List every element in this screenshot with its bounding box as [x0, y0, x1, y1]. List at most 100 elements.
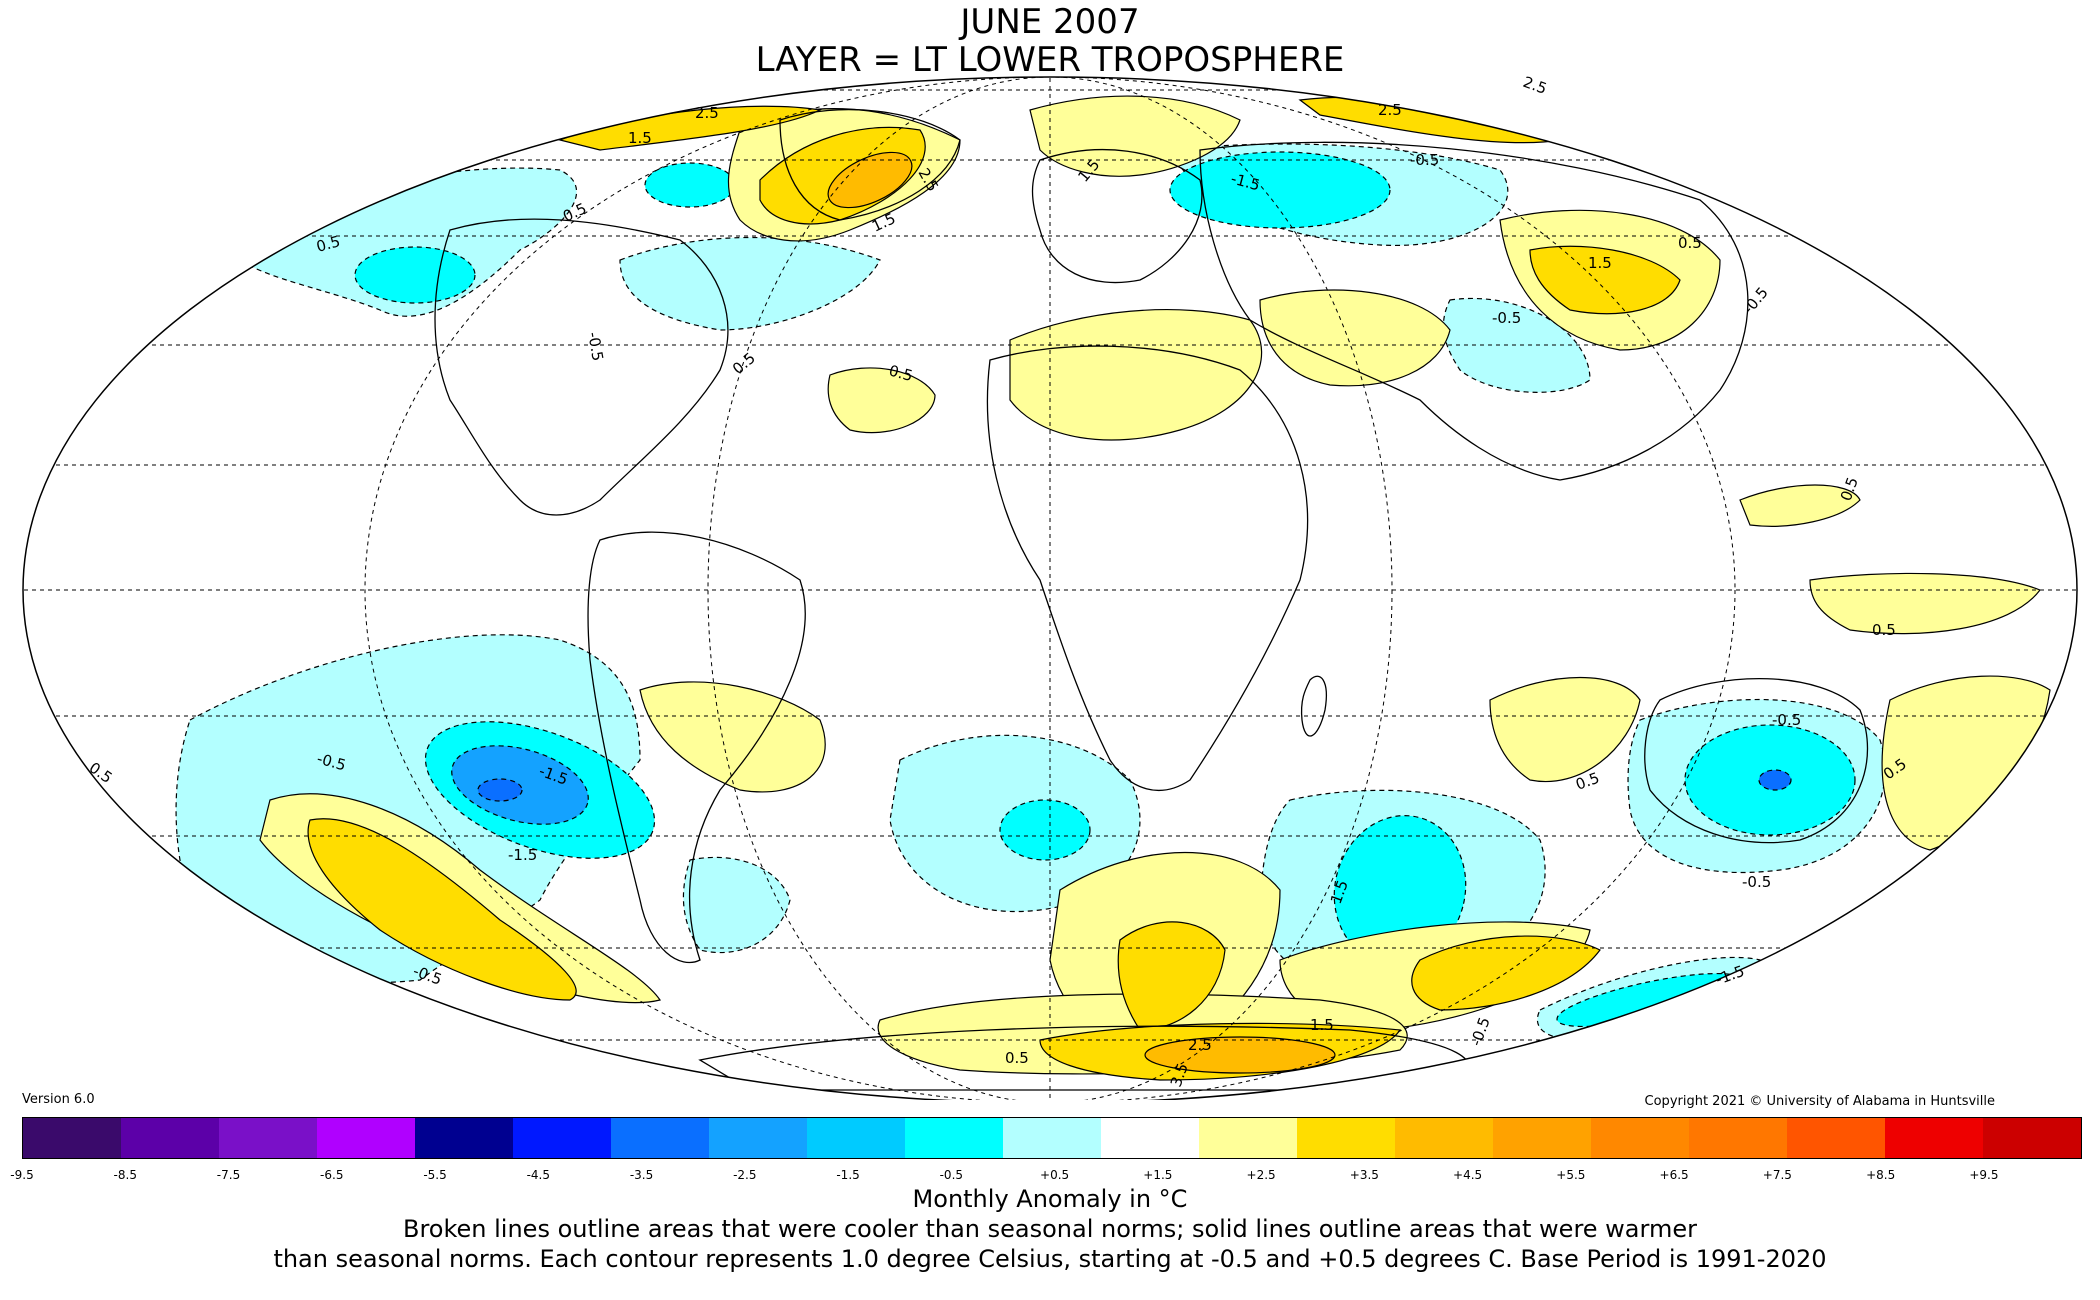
- asia-outline: [1199, 141, 1749, 481]
- contour-label: 0.5: [1005, 1049, 1029, 1067]
- colorbar-segment: [1395, 1118, 1493, 1158]
- cold-core-south-atlantic: [999, 799, 1091, 861]
- colorbar-tick-label: +4.5: [1453, 1168, 1483, 1182]
- map-title: JUNE 2007: [960, 2, 1140, 42]
- contour-label: 0.5: [1678, 234, 1702, 252]
- coldest-core-south-pacific: [477, 778, 523, 802]
- colorbar-tick-label: -5.5: [423, 1168, 447, 1182]
- contour-label: -0.5: [1739, 284, 1772, 318]
- colorbar-segment: [1493, 1118, 1591, 1158]
- contour-label: -0.5: [1772, 711, 1801, 729]
- cool-region-south-pacific: [175, 634, 641, 984]
- warm-region-europe: [1029, 95, 1241, 177]
- africa-outline: [986, 345, 1309, 792]
- contour-label: 2.5: [1378, 101, 1402, 119]
- hot-region-arctic-east: [1298, 96, 1563, 144]
- warm-region-indonesia: [1809, 572, 2041, 635]
- hottest-core-antarctic: [1144, 1036, 1336, 1074]
- contour-label: -0.5: [1467, 1015, 1494, 1049]
- contour-label: 1.5: [1588, 254, 1612, 272]
- colorbar-segment: [1689, 1118, 1787, 1158]
- warm-region-atlantic: [827, 367, 936, 434]
- graticule: [23, 77, 2077, 1100]
- colorbar-segment: [1199, 1118, 1297, 1158]
- colorbar-tick-label: +8.5: [1866, 1168, 1896, 1182]
- colorbar-segment: [1787, 1118, 1885, 1158]
- contour-label: -0.5: [1410, 151, 1439, 169]
- colorbar-tick-label: -1.5: [836, 1168, 860, 1182]
- colorbar-tick-label: -0.5: [939, 1168, 964, 1182]
- colorbar-segment: [513, 1118, 611, 1158]
- globe-outline: [22, 76, 2078, 1100]
- copyright-label: Copyright 2021 © University of Alabama i…: [1644, 1094, 1995, 1109]
- cool-region-north-atlantic: [619, 236, 881, 331]
- colorbar-tick-label: +2.5: [1246, 1168, 1276, 1182]
- map-subtitle: LAYER = LT LOWER TROPOSPHERE: [755, 40, 1345, 80]
- description-line-1: Broken lines outline areas that were coo…: [403, 1215, 1697, 1243]
- hot-region-east-asia: [1529, 245, 1681, 315]
- coldest-core-australia: [1758, 769, 1792, 791]
- colorbar-tick-label: -7.5: [216, 1168, 241, 1182]
- contour-label: 1.5: [1310, 1016, 1334, 1034]
- colorbar-segment: [709, 1118, 807, 1158]
- colorbar-segment: [807, 1118, 905, 1158]
- warm-region-indian-ocean: [1489, 676, 1641, 783]
- colorbar-label: Monthly Anomaly in °C: [912, 1185, 1188, 1213]
- contour-label: 0.5: [314, 232, 342, 256]
- continent-outlines: [434, 108, 1868, 1091]
- warm-region-west-pacific: [1739, 484, 1861, 527]
- colorbar-segment: [1885, 1118, 1983, 1158]
- colorbar-segment: [611, 1118, 709, 1158]
- colorbar-tick-label: +5.5: [1556, 1168, 1586, 1182]
- hottest-core-greenland: [827, 151, 913, 209]
- contour-label: 0.5: [1872, 621, 1896, 639]
- colorbar-tick-label: -2.5: [733, 1168, 757, 1182]
- world-anomaly-map: 2.5 1.5 2.5 1.5 2.5 0.5 0.5 -0.5 -1.5 1.…: [22, 73, 2078, 1100]
- contour-label: 1.5: [628, 129, 652, 147]
- colorbar-tick-label: -6.5: [320, 1168, 344, 1182]
- colorbar-segment: [1591, 1118, 1689, 1158]
- europe-outline: [1031, 148, 1203, 284]
- colorbar-tick-label: +1.5: [1143, 1168, 1173, 1182]
- contour-label: -0.5: [1492, 309, 1521, 327]
- hot-region-south-atlantic: [1117, 921, 1226, 1031]
- colorbar-tick-label: -9.5: [10, 1168, 34, 1182]
- contour-label: -0.5: [584, 331, 607, 363]
- greenland-outline: [779, 108, 961, 221]
- colorbar-segment: [1101, 1118, 1199, 1158]
- colorbar-tick-label: -3.5: [629, 1168, 654, 1182]
- colorbar-segment: [1297, 1118, 1395, 1158]
- colorbar-segment: [905, 1118, 1003, 1158]
- anomaly-colorbar: [22, 1117, 2082, 1159]
- australia-outline: [1644, 677, 1868, 844]
- contour-label: 0.5: [729, 349, 759, 378]
- anomaly-fields: [23, 77, 2077, 1100]
- colorbar-tick-label: +6.5: [1659, 1168, 1689, 1182]
- cold-core-north-pacific: [354, 246, 476, 304]
- colorbar-segment: [219, 1118, 317, 1158]
- hot-region-east-south-pacific: [307, 818, 577, 1001]
- colorbar-segment: [23, 1118, 121, 1158]
- colorbar-segment: [317, 1118, 415, 1158]
- colorbar-segment: [1003, 1118, 1101, 1158]
- description-line-2: than seasonal norms. Each contour repres…: [273, 1245, 1827, 1273]
- contour-label: 0.5: [86, 759, 116, 787]
- warm-region-middle-east: [1259, 289, 1451, 387]
- colorbar-segment: [1983, 1118, 2081, 1158]
- colorbar-tick-label: +7.5: [1762, 1168, 1792, 1182]
- colorbar-segment: [121, 1118, 219, 1158]
- contour-label: -1.5: [508, 846, 537, 864]
- warm-region-north-africa: [1009, 309, 1263, 441]
- colorbar-tick-label: +3.5: [1349, 1168, 1379, 1182]
- cold-core-greenland: [644, 162, 736, 208]
- north-america-outline: [434, 218, 729, 516]
- cool-region-south-america: [682, 856, 791, 954]
- colorbar-tick-label: -8.5: [113, 1168, 137, 1182]
- contour-label: -0.5: [1742, 873, 1771, 891]
- warm-region-south-america: [639, 681, 826, 793]
- cold-core-siberia: [1169, 151, 1391, 229]
- contour-label: 2.5: [1521, 73, 1550, 98]
- warm-region-east-pacific: [1881, 675, 2051, 851]
- colorbar-tick-label: -4.5: [526, 1168, 550, 1182]
- south-america-outline: [587, 531, 806, 964]
